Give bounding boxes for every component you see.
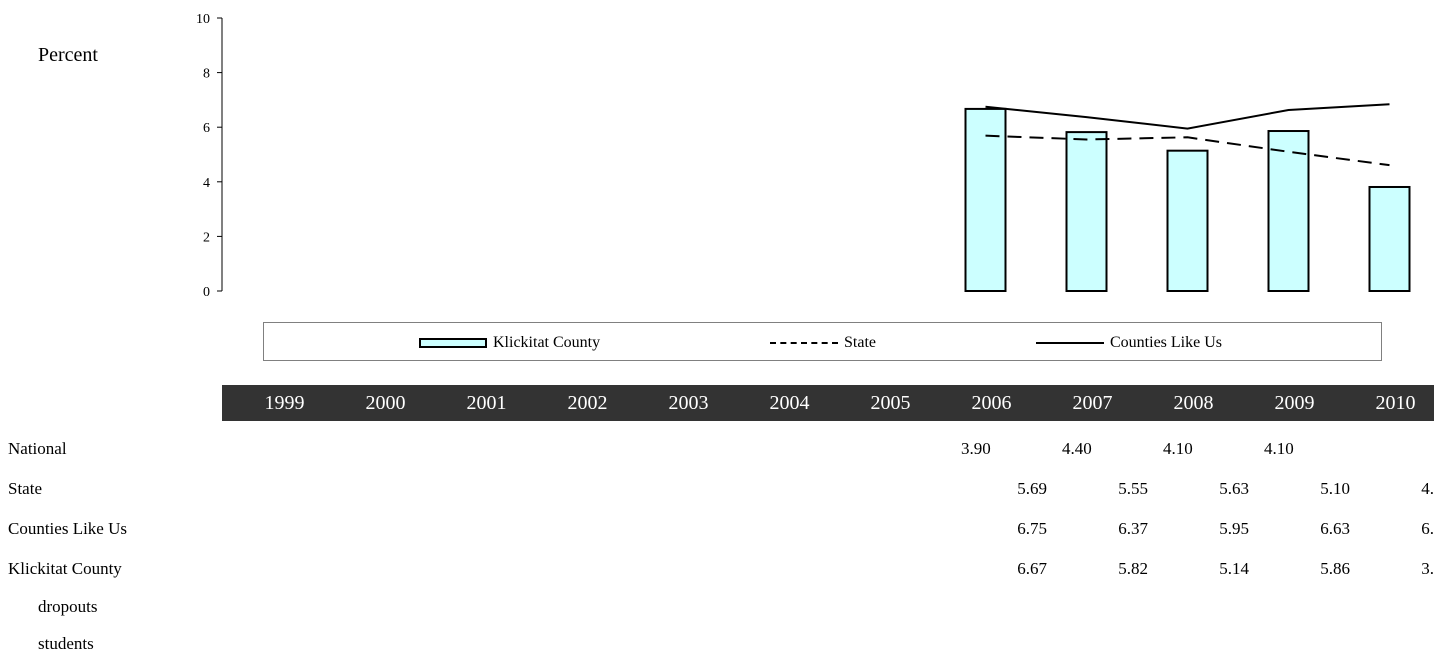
year-header-cell: 2005 <box>870 392 911 414</box>
bar-klickitat-county <box>964 107 1007 292</box>
table-cell: 5.55 <box>1118 479 1148 498</box>
table-cell: 5.10 <box>1320 479 1350 498</box>
line-counties-like-us <box>985 103 1390 130</box>
legend-swatch-solid-line <box>1036 341 1104 344</box>
legend-item-klickitat: Klickitat County <box>419 323 600 362</box>
y-tick-label: 0 <box>203 285 210 300</box>
table-cell: 6.67 <box>1017 559 1047 578</box>
year-header-cell: 2004 <box>769 392 810 414</box>
legend-item-counties-like-us: Counties Like Us <box>1036 323 1222 362</box>
table-cell: 5.86 <box>1320 559 1350 578</box>
year-header-cell: 2002 <box>567 392 608 414</box>
year-header-cell: 2009 <box>1274 392 1315 414</box>
table-cell: 6.84 <box>1421 519 1434 538</box>
line-state <box>985 134 1390 167</box>
year-header-bar: 1999 2000 2001 2002 2003 2004 2005 2006 2007 2008… <box>222 385 1434 421</box>
table-cell: 4.40 <box>1062 439 1092 458</box>
year-header-cell: 1999 <box>264 392 305 414</box>
y-axis-label: Percent <box>38 44 98 66</box>
year-header-cell: 2007 <box>1072 392 1113 414</box>
table-cell: 4.61 <box>1421 479 1434 498</box>
table-cell: 4.10 <box>1163 439 1193 458</box>
table-cell: 3.90 <box>961 439 991 458</box>
year-header-cell: 2000 <box>365 392 406 414</box>
year-header-cell: 2010 <box>1375 392 1416 414</box>
legend-item-state: State <box>770 323 876 362</box>
bar-klickitat-county <box>1166 149 1209 292</box>
y-tick-label: 6 <box>203 121 210 136</box>
table-sub-label: dropouts <box>38 597 98 616</box>
chart-plot: 0 2 4 6 8 10 <box>196 12 1411 300</box>
table-cell: 6.75 <box>1017 519 1047 538</box>
table-cell: 3.81 <box>1421 559 1434 578</box>
table-row-label: State <box>8 479 42 498</box>
table-cell: 5.14 <box>1219 559 1249 578</box>
table-cell: 4.10 <box>1264 439 1294 458</box>
bar-klickitat-county <box>1368 185 1411 292</box>
legend-swatch-bar <box>419 337 487 348</box>
table-cell: 5.82 <box>1118 559 1148 578</box>
year-header-cell: 2003 <box>668 392 709 414</box>
y-tick-label: 4 <box>203 176 210 191</box>
legend-label: Counties Like Us <box>1110 333 1222 351</box>
bar-klickitat-county <box>1267 130 1310 292</box>
table-row-label: National <box>8 439 67 458</box>
y-tick-label: 8 <box>203 67 210 82</box>
y-tick-label: 10 <box>196 12 210 27</box>
y-tick-label: 2 <box>203 230 210 245</box>
table-cell: 5.95 <box>1219 519 1249 538</box>
table-row-label: Klickitat County <box>8 559 122 578</box>
bar-klickitat-county <box>1065 131 1108 292</box>
legend: Klickitat County State Counties Like Us <box>263 322 1382 361</box>
legend-label: State <box>844 333 876 351</box>
table-cell: 5.63 <box>1219 479 1249 498</box>
year-header-cell: 2001 <box>466 392 507 414</box>
table-cell: 6.37 <box>1118 519 1148 538</box>
table-row-label: Counties Like Us <box>8 519 127 538</box>
legend-label: Klickitat County <box>493 333 601 351</box>
table-sub-label: students <box>38 634 94 653</box>
year-header-cell: 2008 <box>1173 392 1214 414</box>
table-cell: 5.69 <box>1017 479 1047 498</box>
table-cell: 6.63 <box>1320 519 1350 538</box>
year-header-cell: 2006 <box>971 392 1012 414</box>
legend-swatch-dashed-line <box>770 341 838 344</box>
